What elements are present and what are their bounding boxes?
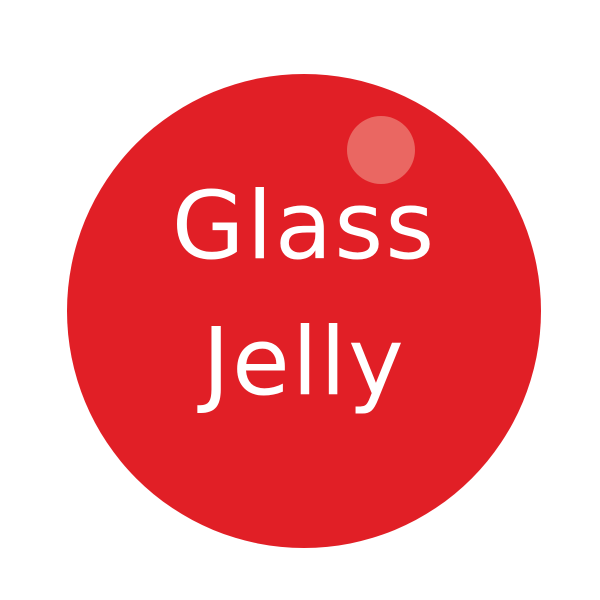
logo-circle xyxy=(67,74,541,548)
highlight-dot xyxy=(347,116,415,184)
logo-text-line-2: Jelly xyxy=(202,308,406,417)
logo-text-line-1: Glass xyxy=(171,172,437,281)
